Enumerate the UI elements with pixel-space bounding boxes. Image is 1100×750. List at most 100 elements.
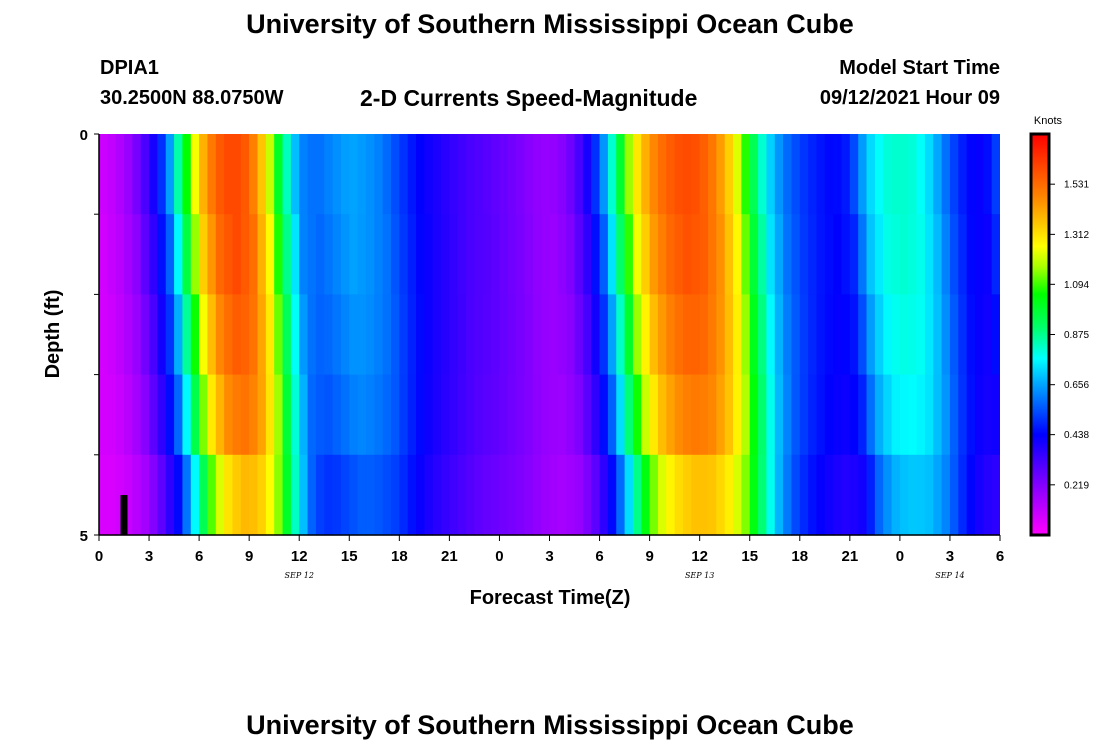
heatmap-cell [966,454,976,536]
heatmap-cell [324,374,334,456]
heatmap-cell [841,454,851,536]
heatmap-cell [607,214,617,295]
heatmap-cell [691,454,701,536]
heatmap-cell [733,294,742,376]
heatmap-cell [724,454,734,536]
heatmap-cell [741,214,751,295]
heatmap-cell [240,294,250,376]
y-tick-label: 0 [80,127,88,144]
heatmap-cell [416,454,425,536]
heatmap-cell [174,454,184,536]
heatmap-cell [924,214,934,295]
heatmap-cell [874,214,884,295]
heatmap-cell [165,214,175,295]
heatmap-cell [432,134,442,215]
heatmap-cell [641,294,651,376]
heatmap-cell [799,454,809,536]
x-axis-ticks: 0 3 6 9 12 15 18 21 0 3 6 9 12 15 18 21 0 3 6 [95,535,1004,565]
heatmap-cell [632,294,642,376]
heatmap-cell [891,214,901,295]
heatmap-cell [449,454,459,536]
heatmap-cell [574,134,584,215]
heatmap-cell [132,134,142,215]
heatmap-cell [215,294,225,376]
heatmap-cell [607,134,617,215]
heatmap-cell [908,294,918,376]
heatmap-cell [516,374,526,456]
heatmap-cell [841,374,851,456]
heatmap-cell [916,294,926,376]
x-tick-label: 12 [691,548,708,565]
heatmap-cell [357,214,367,295]
heatmap-cell [883,294,893,376]
heatmap-cell [682,134,692,215]
heatmap-cell [983,214,993,295]
heatmap-cell [666,374,676,456]
y-tick-label: 5 [80,528,88,545]
heatmap-cell [699,134,709,215]
heatmap-cell [349,294,359,376]
x-tick-label: 6 [595,548,603,565]
heatmap-cell [616,454,626,536]
heatmap-cell [132,374,142,456]
heatmap-cell [682,374,692,456]
heatmap-cell [883,214,893,295]
heatmap-cell [691,134,701,215]
heatmap-cell [974,454,984,536]
heatmap-cell [541,214,551,295]
heatmap-cell [816,374,826,456]
colorbar-tick-label: 0.656 [1064,380,1089,391]
heatmap-cell [983,454,993,536]
heatmap-cell [649,134,659,215]
heatmap-cell [207,214,217,295]
heatmap-cell [958,134,968,215]
heatmap-cell [582,294,592,376]
heatmap-cell [349,134,359,215]
station-location: 30.2500N 88.0750W [100,87,284,109]
heatmap-cell [774,134,784,215]
heatmap-cell [324,294,334,376]
x-tick-label: 3 [545,548,553,565]
heatmap-cell [290,374,300,456]
heatmap-cell [641,454,651,536]
heatmap-cell [240,454,250,536]
heatmap-cell [140,374,150,456]
heatmap-cell [858,454,868,536]
heatmap-cell [332,134,342,215]
heatmap-cell [682,454,692,536]
heatmap-cell [257,454,267,536]
colorbar-tick-label: 0.438 [1064,430,1089,441]
heatmap-cell [916,374,926,456]
heatmap-cell [99,214,108,295]
x-tick-label: 0 [95,548,103,565]
heatmap-cell [441,454,450,536]
heatmap-cell [424,214,434,295]
heatmap-cell [457,454,467,536]
heatmap-cell [307,374,317,456]
heatmap-cell [482,134,492,215]
heatmap-cell [374,134,384,215]
heatmap-cell [174,374,184,456]
heatmap-cell [499,374,509,456]
x-tick-label: 3 [946,548,954,565]
heatmap-cell [991,214,1000,295]
heatmap-cell [958,294,968,376]
heatmap-cell [916,454,926,536]
heatmap-cell [457,294,467,376]
heatmap-cell [758,454,767,536]
heatmap-cell [274,374,284,456]
heatmap-cell [390,134,400,215]
heatmap-cell [491,214,501,295]
colorbar-ticks: 1.531 1.312 1.094 0.875 0.656 0.438 0.219 [1049,180,1089,491]
heatmap-cell [382,134,392,215]
heatmap-cell [874,454,884,536]
heatmap-cell [974,374,984,456]
heatmap-cell [257,374,267,456]
x-tick-label: 12 [291,548,308,565]
heatmap-cell [816,134,826,215]
heatmap-cell [357,134,367,215]
heatmap-cell [124,454,133,536]
heatmap-cell [115,374,125,456]
heatmap-cell [649,454,659,536]
heatmap-cell [174,294,184,376]
